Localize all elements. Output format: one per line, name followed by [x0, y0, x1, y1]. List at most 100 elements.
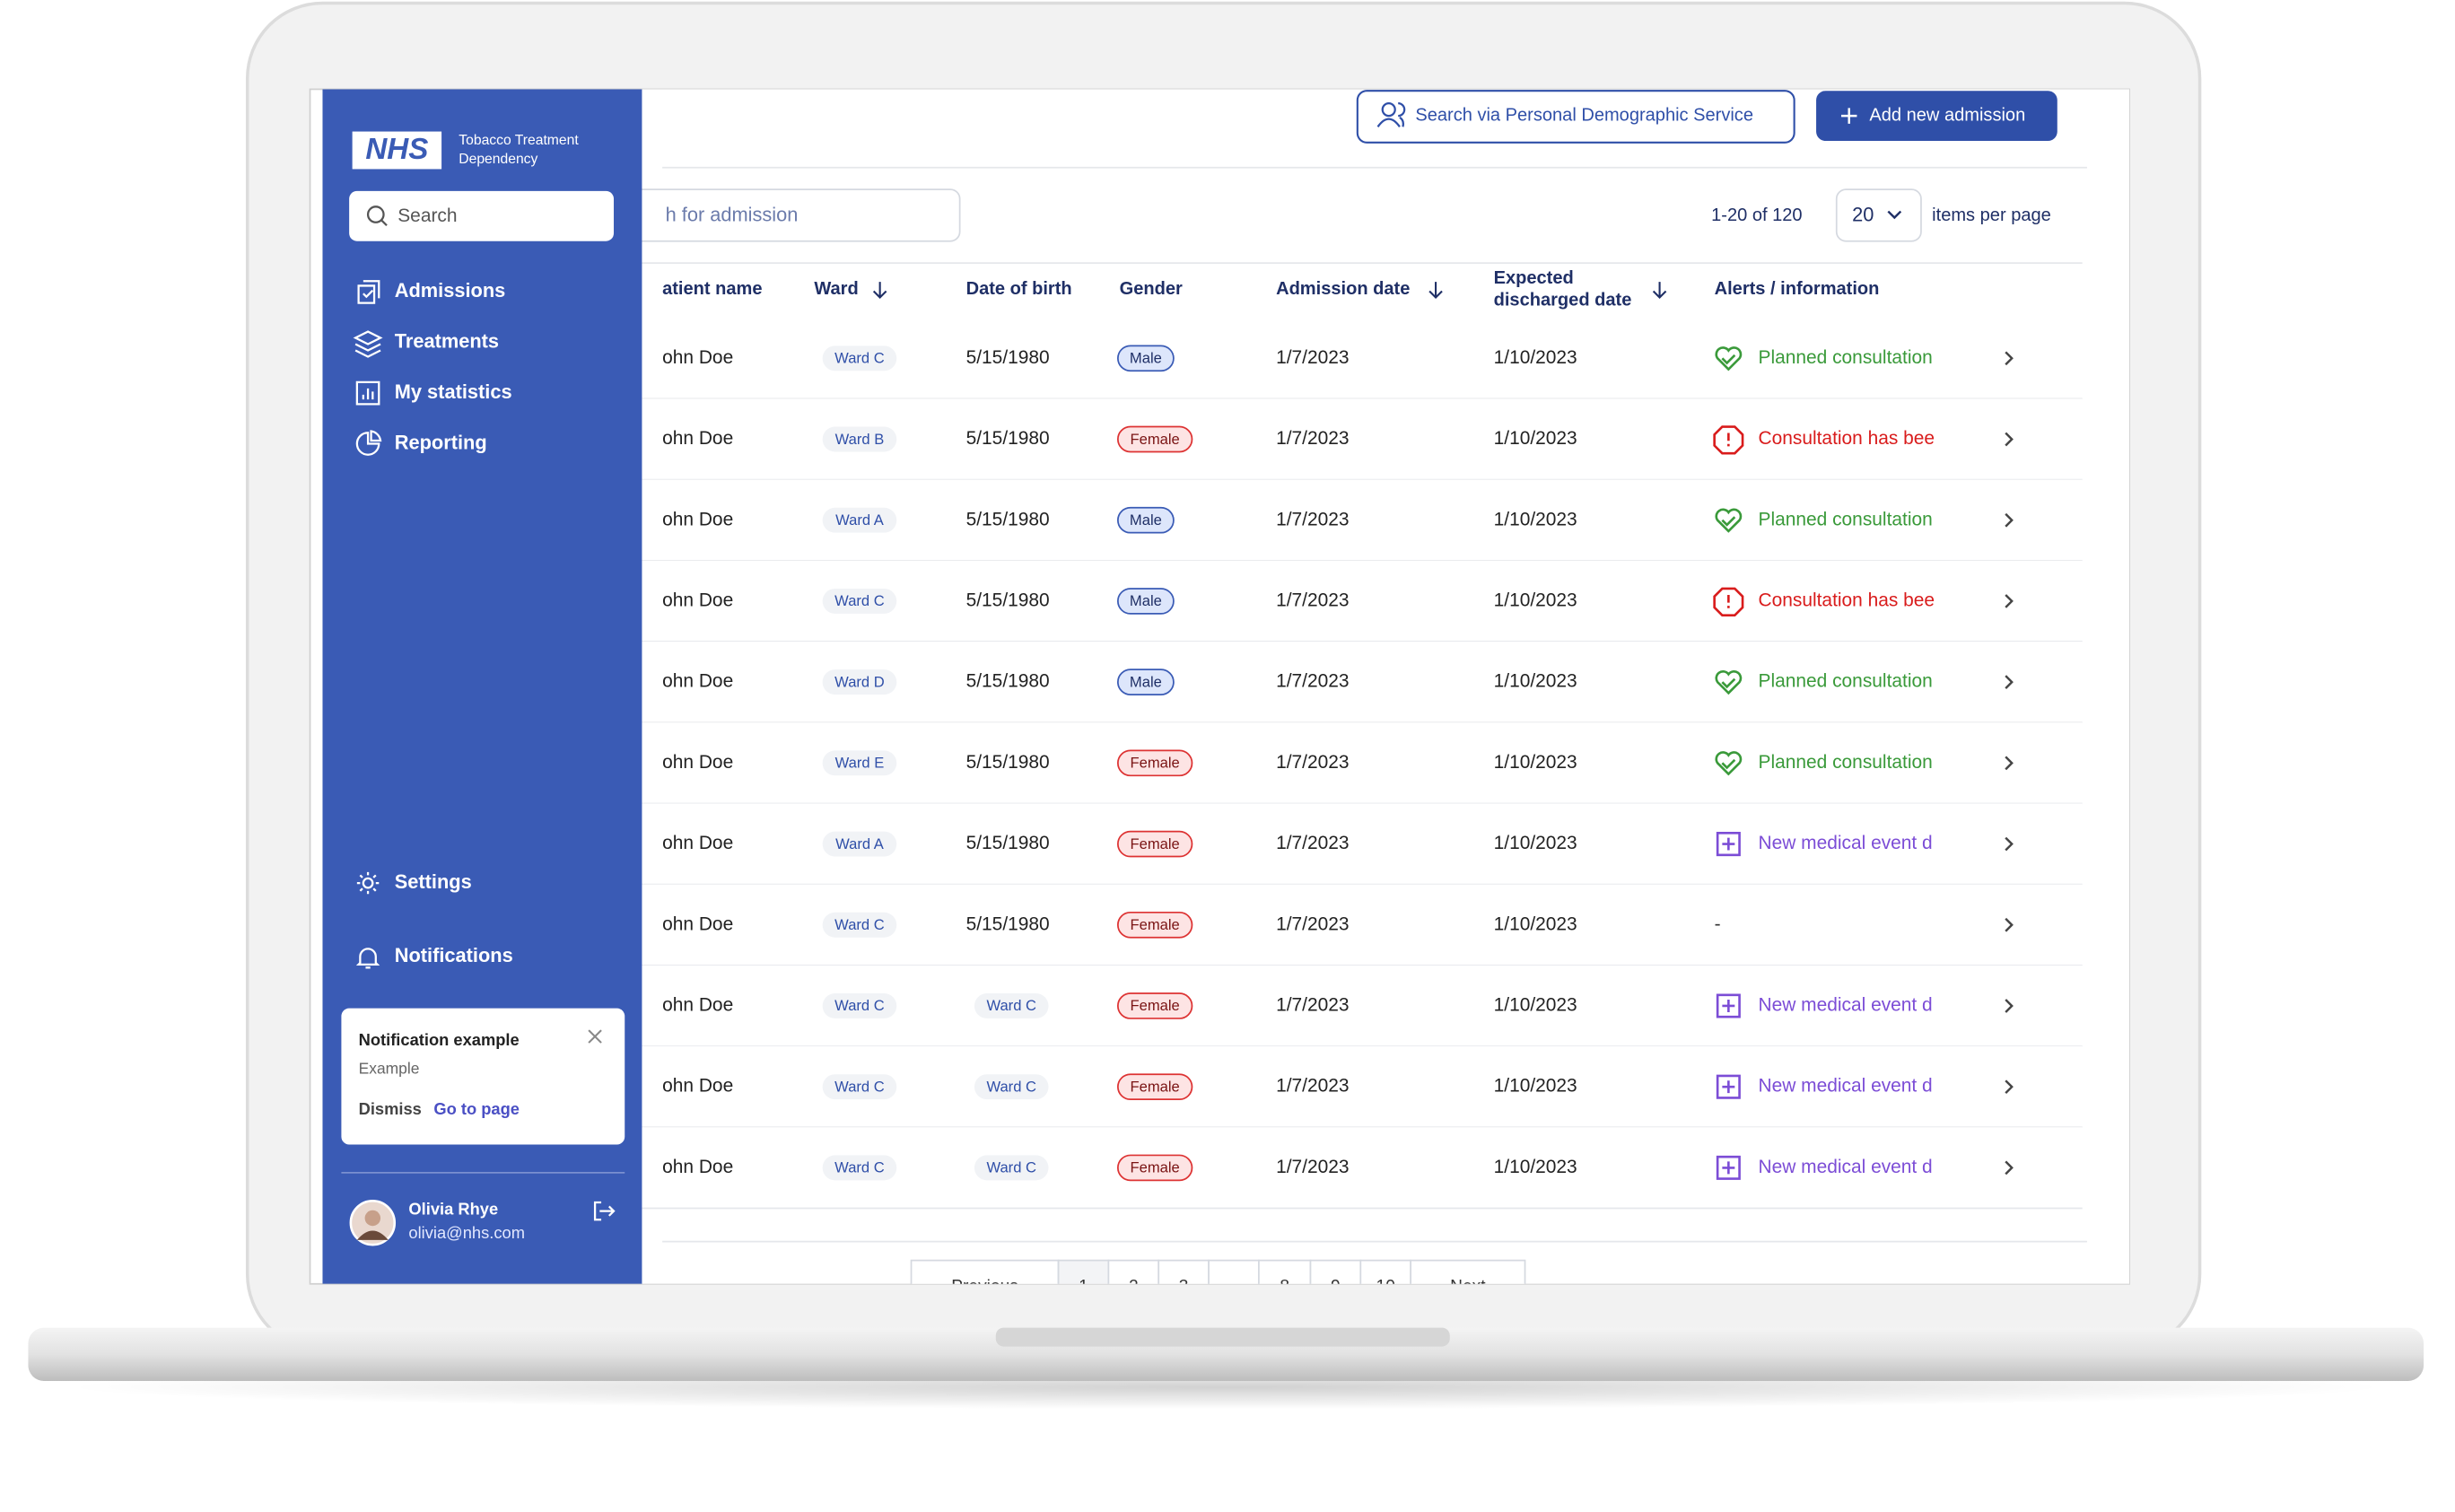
nav-item[interactable]: Treatments — [353, 330, 499, 358]
nav-item[interactable]: Reporting — [355, 430, 487, 456]
pds-button[interactable]: Search via Personal Demographic Service — [1356, 90, 1795, 144]
patient-name: ohn Doe — [662, 671, 733, 692]
page-label: Next — [1450, 1277, 1486, 1296]
table-row[interactable]: ohn Doe Ward C 5/15/1980 Female 1/7/2023 1/10… — [642, 884, 2083, 966]
notification-card: Notification example Example Dismiss Go to … — [341, 1008, 625, 1145]
nav-icon — [357, 280, 380, 304]
table-row[interactable]: ohn Doe Ward C Ward C Female 1/7/2023 1/10/20… — [642, 1046, 2083, 1129]
pagination-item[interactable]: ... — [1208, 1259, 1260, 1307]
row-chevron[interactable] — [2005, 675, 2014, 689]
row-chevron[interactable] — [2005, 999, 2014, 1013]
row-chevron[interactable] — [2005, 512, 2014, 528]
close-icon[interactable] — [588, 1029, 602, 1044]
column-header: discharged date — [1494, 290, 1632, 310]
pagination-item[interactable]: 3 — [1158, 1259, 1210, 1307]
gender-chip: Female — [1131, 835, 1180, 852]
sidebar-search[interactable]: Search — [349, 190, 615, 241]
nav-item[interactable]: Notifications — [355, 944, 513, 969]
nhs-logo-box — [352, 131, 442, 170]
sort-arrow[interactable] — [1428, 282, 1443, 300]
date-of-birth: 5/15/1980 — [966, 913, 1050, 934]
table-row[interactable]: ohn Doe Ward C 5/15/1980 Male 1/7/2023 1/10/2… — [642, 560, 2083, 642]
gender-chip-bg — [1116, 345, 1175, 372]
laptop-notch — [995, 1327, 1450, 1347]
discharge-date: 1/10/2023 — [1494, 509, 1577, 529]
table-row[interactable]: ohn Doe Ward C 5/15/1980 Male 1/7/2023 1/10/2… — [642, 318, 2083, 400]
gender-chip-bg — [1116, 506, 1175, 534]
column-header: Date of birth — [966, 279, 1072, 299]
go-to-page-link[interactable]: Go to page — [433, 1099, 520, 1118]
row-chevron[interactable] — [2005, 1160, 2014, 1176]
row-chevron[interactable] — [2005, 351, 2014, 366]
admission-date: 1/7/2023 — [1276, 995, 1349, 1016]
ward-chip: Ward C — [834, 1159, 885, 1176]
gender-chip: Male — [1130, 350, 1162, 367]
column-header: Gender — [1120, 279, 1183, 299]
row-chevron[interactable] — [2005, 1079, 2014, 1095]
input-placeholder: h for admission — [666, 204, 799, 226]
row-chevron[interactable] — [2005, 756, 2014, 771]
patient-name: ohn Doe — [662, 995, 733, 1016]
patient-name: ohn Doe — [662, 913, 733, 934]
pagination-item[interactable]: Previous — [910, 1259, 1060, 1307]
table-row[interactable]: ohn Doe Ward A 5/15/1980 Male 1/7/2023 1/10/2… — [642, 479, 2083, 562]
pagination-item[interactable]: 10 — [1359, 1259, 1412, 1307]
nav-label: Reporting — [395, 431, 487, 453]
pagination-item[interactable]: 1 — [1057, 1259, 1110, 1307]
nav-item[interactable]: Settings — [356, 870, 472, 895]
discharge-date: 1/10/2023 — [1494, 347, 1577, 368]
alert-text: Planned consultation — [1759, 671, 1933, 692]
page-frame — [1107, 1259, 1160, 1284]
avatar-body — [356, 1230, 389, 1240]
input-frame — [349, 190, 615, 241]
table-row[interactable]: ohn Doe Ward C Ward C Female 1/7/2023 1/10/20… — [642, 1127, 2083, 1210]
sort-arrow[interactable] — [1652, 282, 1667, 300]
pagination-item[interactable]: 9 — [1309, 1259, 1362, 1307]
app-name: Dependency — [459, 152, 537, 167]
date-of-birth: 5/15/1980 — [966, 833, 1050, 853]
table-row[interactable]: ohn Doe Ward C Ward C Female 1/7/2023 1/10/20… — [642, 965, 2083, 1047]
error-icon — [1713, 587, 1744, 616]
table-row[interactable]: ohn Doe Ward A 5/15/1980 Female 1/7/2023 1/10… — [642, 803, 2083, 886]
page-frame — [1410, 1259, 1526, 1284]
row-chevron[interactable] — [2005, 917, 2014, 932]
row-chevron[interactable] — [2005, 836, 2014, 852]
nav-item[interactable]: My statistics — [355, 380, 512, 406]
admission-date: 1/7/2023 — [1276, 671, 1349, 692]
table-row[interactable]: ohn Doe Ward E 5/15/1980 Female 1/7/2023 1/10… — [642, 722, 2083, 805]
admission-date: 1/7/2023 — [1276, 509, 1349, 529]
row-chevron[interactable] — [2005, 432, 2014, 447]
pagination-item[interactable]: 2 — [1107, 1259, 1160, 1307]
ward-chip: Ward C — [834, 997, 885, 1014]
heart-icon — [1715, 508, 1743, 533]
admission-search[interactable]: h for admission — [625, 188, 961, 242]
sort-arrow[interactable] — [872, 282, 887, 300]
user-email: olivia@nhs.com — [408, 1223, 525, 1242]
column-header: Admission date — [1276, 279, 1410, 299]
per-page-select[interactable]: 20 — [1835, 188, 1922, 242]
event-icon — [1716, 1074, 1741, 1099]
nav-label: My statistics — [395, 380, 512, 403]
nav-item[interactable]: Admissions — [357, 279, 506, 304]
table-row[interactable]: ohn Doe Ward B 5/15/1980 Female 1/7/2023 1/10… — [642, 398, 2083, 481]
user-icon — [1376, 102, 1406, 128]
alert-text: Consultation has bee — [1759, 428, 1935, 449]
page-label: 2 — [1129, 1277, 1139, 1296]
table-row[interactable]: ohn Doe Ward D 5/15/1980 Male 1/7/2023 1/10/2… — [642, 642, 2083, 724]
row-chevron[interactable] — [2005, 594, 2014, 608]
admission-date: 1/7/2023 — [1276, 913, 1349, 934]
discharge-date: 1/10/2023 — [1494, 671, 1577, 692]
ward-chip-bg — [822, 1074, 897, 1100]
search-icon — [366, 205, 385, 223]
pagination-item[interactable]: 8 — [1258, 1259, 1312, 1307]
patient-name: ohn Doe — [662, 752, 733, 773]
page-frame — [1158, 1259, 1210, 1284]
alert-text: Planned consultation — [1759, 752, 1933, 773]
user-icon — [1381, 102, 1396, 118]
add-admission-button[interactable]: Add new admission — [1816, 91, 2057, 142]
dismiss-link[interactable]: Dismiss — [359, 1099, 422, 1118]
logout-icon[interactable] — [593, 1201, 616, 1221]
search-icon — [380, 219, 388, 227]
pagination-item[interactable]: Next — [1410, 1259, 1526, 1307]
ward-chip: Ward A — [835, 511, 885, 529]
